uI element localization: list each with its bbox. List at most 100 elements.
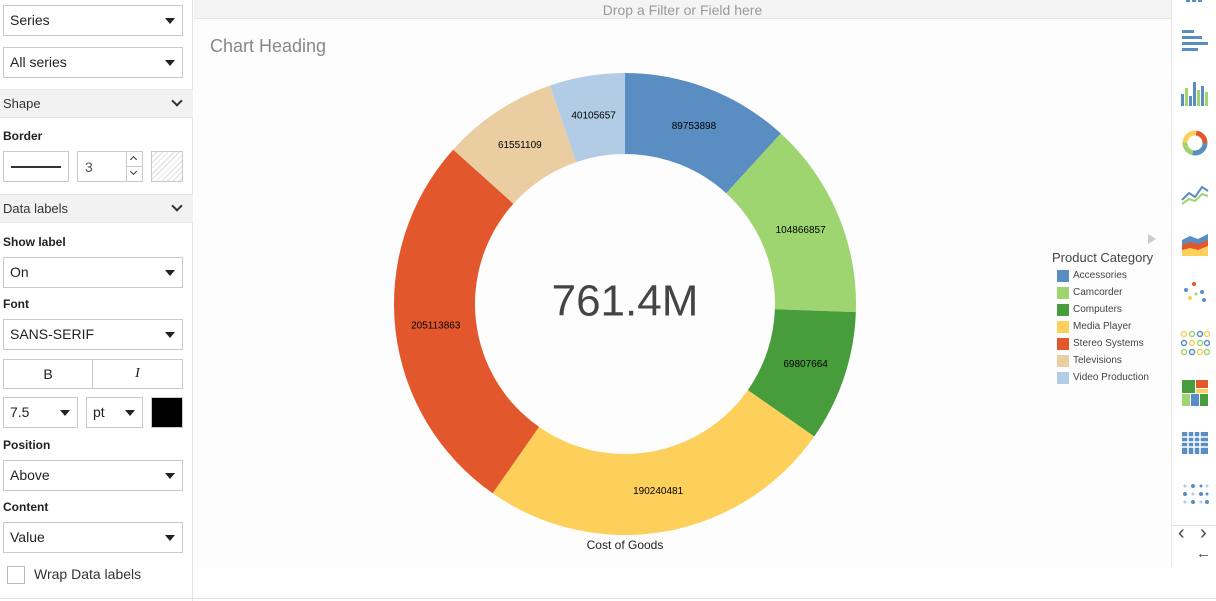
drop-zone-text: Drop a Filter or Field here <box>602 2 763 18</box>
donut-slice-computers[interactable] <box>747 309 856 437</box>
filter-drop-zone[interactable]: Drop a Filter or Field here <box>194 0 1171 19</box>
data-label: 104866857 <box>776 225 826 236</box>
donut-slice-camcorder[interactable] <box>726 133 856 313</box>
legend-swatch <box>1057 321 1069 333</box>
font-style-group: B I <box>3 359 183 389</box>
legend-swatch <box>1057 355 1069 367</box>
legend-swatch <box>1057 270 1069 282</box>
series-filter-select[interactable]: All series <box>3 47 183 78</box>
chart-heading[interactable]: Chart Heading <box>210 36 327 56</box>
increment-button[interactable] <box>126 152 142 167</box>
donut-slice-media-player[interactable] <box>492 390 815 536</box>
chevron-down-icon <box>171 95 183 107</box>
legend-item[interactable]: Video Production <box>1052 372 1153 389</box>
italic-button[interactable]: I <box>135 366 140 381</box>
legend-label: Video Production <box>1073 372 1149 383</box>
border-color-swatch[interactable] <box>151 151 183 182</box>
wrap-data-labels-label: Wrap Data labels <box>34 566 142 582</box>
decrement-button[interactable] <box>126 167 142 181</box>
show-label-select[interactable]: On <box>3 257 183 288</box>
wrap-data-labels-checkbox[interactable] <box>7 566 25 585</box>
shape-section-header[interactable]: Shape <box>0 89 193 118</box>
font-family-select[interactable]: SANS-SERIF <box>3 319 183 350</box>
donut-slice-televisions[interactable] <box>453 85 577 204</box>
show-label-label: Show label <box>3 235 66 249</box>
chart-legend: Product Category Accessories Camcorder Com… <box>1052 250 1153 389</box>
legend-swatch <box>1057 304 1069 316</box>
border-style-picker[interactable] <box>3 151 69 182</box>
donut-center-total: 761.4M <box>552 277 699 326</box>
matrix-chart-icon[interactable] <box>1180 328 1210 358</box>
legend-item[interactable]: Televisions <box>1052 355 1153 372</box>
wrap-data-labels-option[interactable]: Wrap Data labels <box>7 566 142 585</box>
vertical-bar-chart-icon[interactable] <box>1180 0 1210 22</box>
legend-label: Accessories <box>1073 270 1127 281</box>
toolbar-next-button[interactable]: › <box>1200 522 1207 544</box>
shape-section-title: Shape <box>3 96 41 111</box>
chevron-down-icon <box>165 18 175 24</box>
donut-slice-video-production[interactable] <box>549 73 625 163</box>
data-labels-section-header[interactable]: Data labels <box>0 194 193 223</box>
legend-item[interactable]: Media Player <box>1052 321 1153 338</box>
series-select[interactable]: Series <box>3 5 183 36</box>
grouped-bar-chart-icon[interactable] <box>1180 78 1210 108</box>
toolbar-prev-button[interactable]: ‹ <box>1178 522 1185 544</box>
chevron-down-icon <box>165 270 175 276</box>
properties-panel: Series All series Shape Border 3 Data la… <box>0 0 193 601</box>
font-size-value: 7.5 <box>10 404 30 420</box>
line-style-icon <box>11 166 61 168</box>
font-color-swatch[interactable] <box>151 397 183 428</box>
font-unit-select[interactable]: pt <box>86 397 143 428</box>
legend-expand-icon[interactable] <box>1148 234 1156 244</box>
donut-slice-accessories[interactable] <box>625 73 781 194</box>
legend-label: Televisions <box>1073 355 1122 366</box>
bottom-divider <box>0 598 1216 599</box>
measure-label: Cost of Goods <box>587 538 664 552</box>
chart-canvas: Chart Heading 89753898 104866857 69807664 1… <box>194 19 1171 567</box>
border-width-stepper[interactable]: 3 <box>77 151 143 182</box>
content-label: Content <box>3 500 49 514</box>
chevron-down-icon <box>165 535 175 541</box>
position-value: Above <box>10 467 50 483</box>
chevron-down-icon <box>171 200 183 212</box>
bold-button[interactable]: B <box>4 360 93 388</box>
toolbar-divider <box>1172 525 1216 526</box>
donut-chart-icon[interactable] <box>1180 128 1210 158</box>
data-label: 89753898 <box>672 121 717 132</box>
legend-item[interactable]: Stereo Systems <box>1052 338 1153 355</box>
legend-label: Computers <box>1073 304 1122 315</box>
horizontal-bar-chart-icon[interactable] <box>1180 27 1210 57</box>
donut-slice-stereo-systems[interactable] <box>394 149 540 494</box>
position-label: Position <box>3 438 51 452</box>
chevron-down-icon <box>125 410 135 416</box>
series-select-value: Series <box>10 12 50 28</box>
legend-item[interactable]: Camcorder <box>1052 287 1153 304</box>
series-filter-value: All series <box>10 54 67 70</box>
chevron-down-icon <box>129 167 138 176</box>
chevron-down-icon <box>165 332 175 338</box>
legend-label: Camcorder <box>1073 287 1123 298</box>
chevron-down-icon <box>165 473 175 479</box>
legend-swatch <box>1057 372 1069 384</box>
bubble-grid-icon[interactable] <box>1180 478 1210 508</box>
data-label: 190240481 <box>633 486 683 497</box>
border-label: Border <box>3 129 43 143</box>
donut-chart: 89753898 104866857 69807664 190240481 205113… <box>394 73 856 552</box>
legend-item[interactable]: Computers <box>1052 304 1153 321</box>
collapse-panel-button[interactable]: ← <box>1196 545 1211 562</box>
font-size-select[interactable]: 7.5 <box>3 397 78 428</box>
chevron-down-icon <box>165 60 175 66</box>
legend-label: Stereo Systems <box>1073 338 1144 349</box>
position-select[interactable]: Above <box>3 460 183 491</box>
scatter-chart-icon[interactable] <box>1180 278 1210 308</box>
area-chart-icon[interactable] <box>1180 228 1210 258</box>
legend-item[interactable]: Accessories <box>1052 270 1153 287</box>
data-label: 205113863 <box>411 320 461 331</box>
line-chart-icon[interactable] <box>1180 178 1210 208</box>
content-value: Value <box>10 529 45 545</box>
data-label: 69807664 <box>783 359 828 370</box>
content-select[interactable]: Value <box>3 522 183 553</box>
grid-table-icon[interactable] <box>1180 428 1210 458</box>
treemap-icon[interactable] <box>1180 378 1210 408</box>
font-family-value: SANS-SERIF <box>10 326 95 342</box>
